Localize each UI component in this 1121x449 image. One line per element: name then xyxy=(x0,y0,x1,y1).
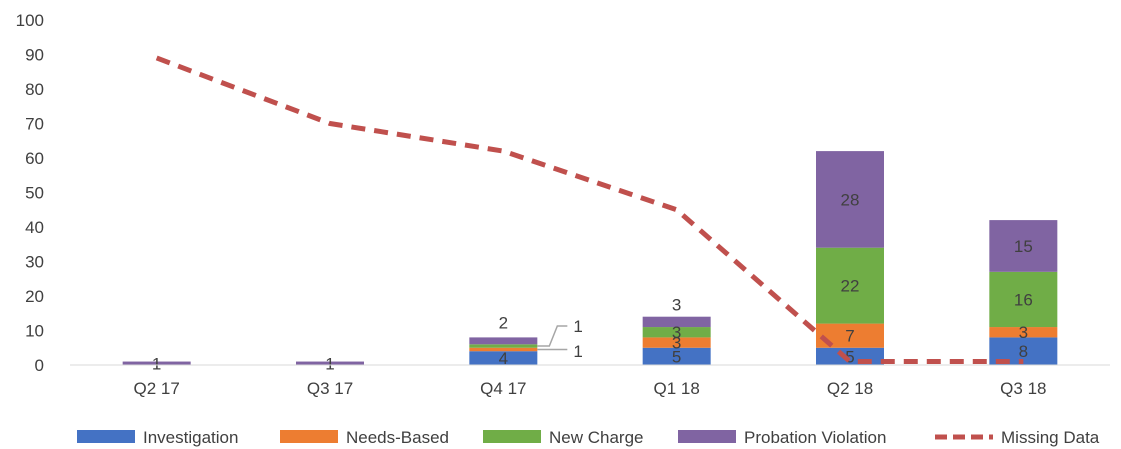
data-label-investigation-q3-18: 8 xyxy=(1019,342,1028,361)
y-tick-label: 50 xyxy=(25,184,44,203)
legend-label-missing-data: Missing Data xyxy=(1001,428,1100,447)
x-tick-label: Q2 17 xyxy=(134,379,180,398)
bar-needs-based-q3-18 xyxy=(989,327,1058,338)
line-layer xyxy=(155,55,1024,365)
data-label-new-charge-q4-17: 1 xyxy=(573,317,582,336)
legend-swatch-needs-based xyxy=(280,430,338,443)
x-tick-label: Q3 18 xyxy=(1000,379,1046,398)
data-label-probation-violation-q2-18: 28 xyxy=(841,190,860,209)
y-tick-label: 30 xyxy=(25,253,44,272)
x-tick-label: Q2 18 xyxy=(827,379,873,398)
bar-new-charge-q3-18 xyxy=(989,271,1058,328)
data-label-probation-violation-q1-18: 3 xyxy=(672,296,681,315)
legend-swatch-investigation xyxy=(77,430,135,443)
bar-probation-violation-q2-18 xyxy=(816,151,884,248)
data-label-leader-line xyxy=(537,325,568,347)
y-tick-label: 80 xyxy=(25,80,44,99)
legend-label-new-charge: New Charge xyxy=(549,428,644,447)
data-label-needs-based-q3-18: 3 xyxy=(1019,323,1028,342)
data-label-needs-based-q1-18: 3 xyxy=(672,334,681,353)
data-label-new-charge-q3-18: 16 xyxy=(1014,290,1033,309)
bar-probation-violation-q3-17 xyxy=(296,361,364,365)
y-tick-label: 0 xyxy=(35,356,44,375)
bar-needs-based-q4-17 xyxy=(469,347,538,352)
y-tick-label: 70 xyxy=(25,115,44,134)
data-label-probation-violation-q3-18: 15 xyxy=(1014,237,1033,256)
legend: Investigation Needs-Based New Charge Probat… xyxy=(77,428,1100,447)
data-label-needs-based-q2-18: 7 xyxy=(845,327,854,346)
legend-label-probation-violation: Probation Violation xyxy=(744,428,886,447)
bar-probation-violation-q2-17 xyxy=(122,361,191,365)
y-tick-label: 40 xyxy=(25,218,44,237)
data-label-probation-violation-q4-17: 2 xyxy=(499,313,508,332)
data-label-new-charge-q1-18: 3 xyxy=(672,323,681,342)
data-label-investigation-q4-17: 4 xyxy=(499,349,508,368)
x-tick-label: Q3 17 xyxy=(307,379,353,398)
line-missing-data xyxy=(155,55,1024,365)
bar-new-charge-q4-17 xyxy=(469,344,538,348)
bars-layer xyxy=(122,151,1058,365)
bar-investigation-q1-18 xyxy=(642,347,711,365)
y-tick-label: 60 xyxy=(25,149,44,168)
legend-swatch-probation-violation xyxy=(678,430,736,443)
data-label-new-charge-q2-18: 22 xyxy=(841,277,860,296)
data-label-investigation-q1-18: 5 xyxy=(672,347,681,366)
data-label-needs-based-q4-17: 1 xyxy=(573,342,582,361)
x-tick-label: Q4 17 xyxy=(480,379,526,398)
legend-label-investigation: Investigation xyxy=(143,428,238,447)
y-tick-label: 10 xyxy=(25,322,44,341)
data-label-probation-violation-q2-17: 1 xyxy=(152,354,161,373)
x-tick-label: Q1 18 xyxy=(654,379,700,398)
legend-label-needs-based: Needs-Based xyxy=(346,428,449,447)
bar-new-charge-q2-18 xyxy=(816,247,884,324)
bar-investigation-q4-17 xyxy=(469,351,538,365)
y-axis: 0 10 20 30 40 50 60 70 80 90 100 xyxy=(16,11,44,375)
data-label-investigation-q2-18: 5 xyxy=(845,347,854,366)
bar-probation-violation-q3-18 xyxy=(989,220,1058,272)
x-axis: Q2 17 Q3 17 Q4 17 Q1 18 Q2 18 Q3 18 xyxy=(134,379,1047,398)
bar-new-charge-q1-18 xyxy=(642,327,711,338)
y-tick-label: 90 xyxy=(25,46,44,65)
bar-needs-based-q1-18 xyxy=(642,337,711,348)
bar-probation-violation-q1-18 xyxy=(642,316,711,328)
y-tick-label: 100 xyxy=(16,11,44,30)
bar-probation-violation-q4-17 xyxy=(469,337,538,345)
legend-swatch-new-charge xyxy=(483,430,541,443)
data-label-probation-violation-q3-17: 1 xyxy=(325,354,334,373)
y-tick-label: 20 xyxy=(25,287,44,306)
